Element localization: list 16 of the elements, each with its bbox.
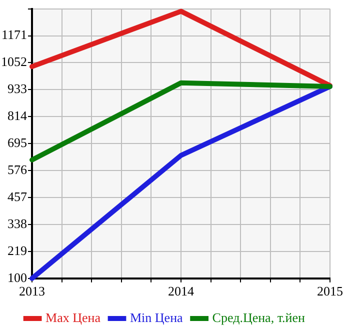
y-tick-label: 1052 xyxy=(1,54,27,70)
legend-label: Max Цена xyxy=(46,310,101,325)
y-tick-label: 219 xyxy=(8,242,27,258)
x-tick-label: 2014 xyxy=(168,284,194,299)
y-tick-label: 695 xyxy=(8,135,27,150)
legend-label: Min Цена xyxy=(130,310,184,325)
legend-label: Сред.Цена, т.йен xyxy=(212,310,306,325)
x-tick-label: 2013 xyxy=(19,284,45,299)
y-tick-label: 576 xyxy=(8,162,28,177)
y-tick-label: 933 xyxy=(8,81,27,96)
y-tick-label: 338 xyxy=(8,216,27,231)
x-tick-label: 2015 xyxy=(317,284,343,299)
y-tick-label: 457 xyxy=(8,188,28,204)
y-tick-label: 814 xyxy=(8,108,28,124)
y-tick-label: 100 xyxy=(8,270,27,285)
y-tick-label: 1171 xyxy=(1,27,27,42)
